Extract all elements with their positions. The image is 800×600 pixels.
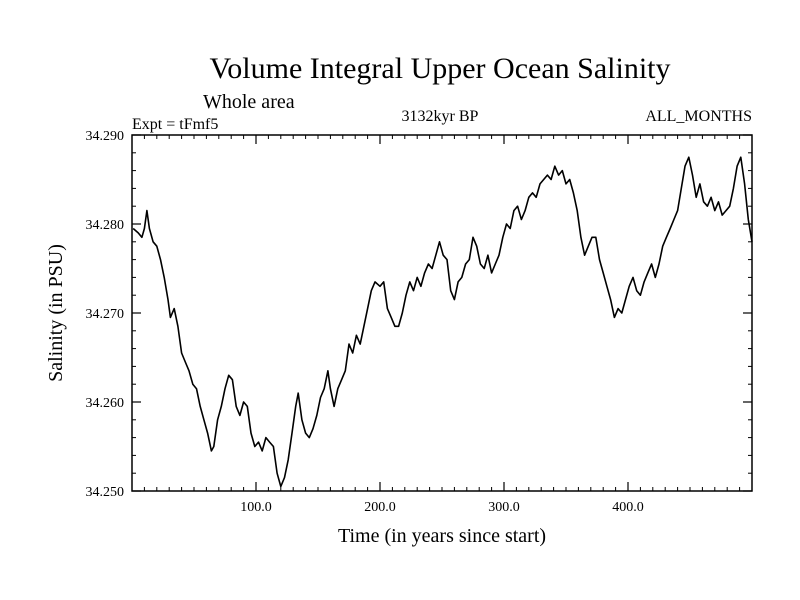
salinity-series-line <box>132 156 753 488</box>
y-tick-label: 34.250 <box>86 485 125 500</box>
x-tick-label: 300.0 <box>488 500 520 515</box>
chart-subtitle: Whole area <box>203 91 295 113</box>
y-tick-label: 34.280 <box>86 218 125 233</box>
y-tick-label: 34.260 <box>86 396 125 411</box>
y-tick-label: 34.290 <box>86 129 125 144</box>
x-tick-label: 200.0 <box>364 500 396 515</box>
x-axis-ticks: 100.0 200.0 300.0 400.0 <box>143 135 741 515</box>
y-axis-ticks: 34.250 34.260 34.270 34.280 34.290 <box>86 129 752 500</box>
chart-title: Volume Integral Upper Ocean Salinity <box>210 52 671 85</box>
experiment-label: Expt = tFmf5 <box>132 116 218 133</box>
x-tick-label: 100.0 <box>240 500 272 515</box>
y-tick-label: 34.270 <box>86 307 125 322</box>
period-label: 3132kyr BP <box>402 108 479 125</box>
plot-frame <box>131 134 753 492</box>
x-tick-label: 400.0 <box>612 500 644 515</box>
y-axis-label: Salinity (in PSU) <box>45 244 67 382</box>
x-axis-label: Time (in years since start) <box>338 525 546 547</box>
months-label: ALL_MONTHS <box>645 108 752 125</box>
